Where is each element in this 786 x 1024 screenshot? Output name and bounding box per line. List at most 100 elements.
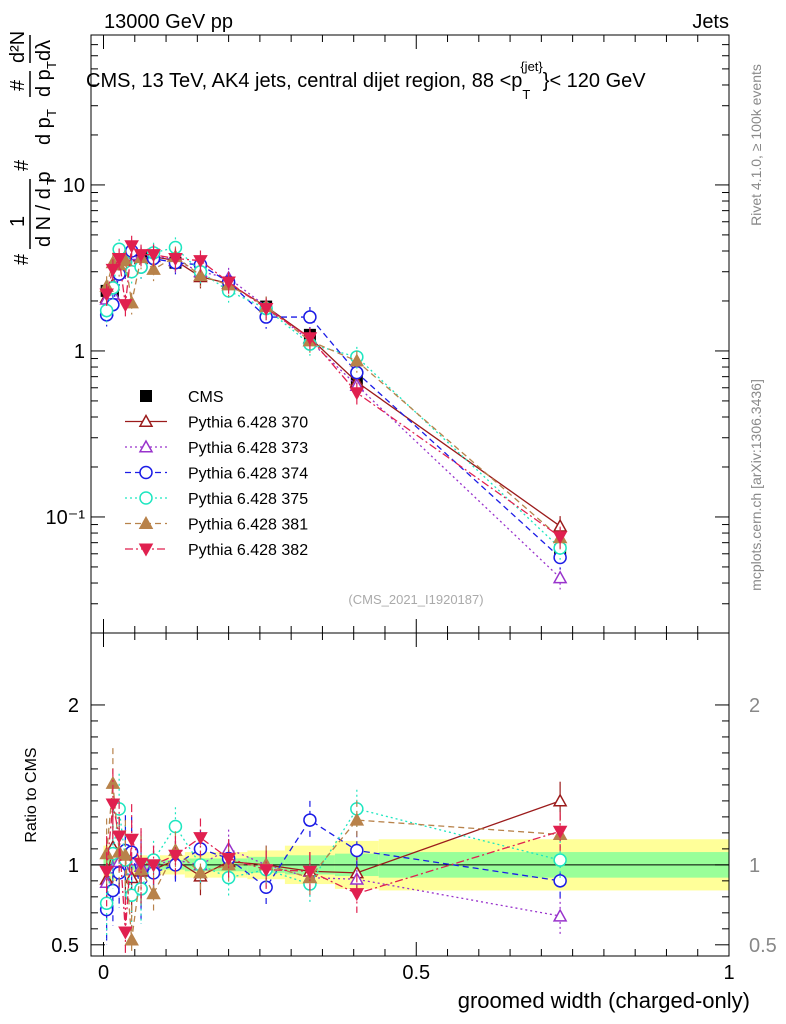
main-ylabel: # 1 d N / d p T # d p T # d p T d²N dλ <box>7 31 59 265</box>
xtick-label: 0.5 <box>402 962 430 984</box>
point-p382 <box>258 303 274 317</box>
main-series-group <box>99 235 568 590</box>
ratio-ytick-label-right: 1 <box>749 855 760 877</box>
ratio-point-p382 <box>118 926 133 940</box>
ratio-point-p382 <box>302 865 318 879</box>
point-p382 <box>168 253 183 267</box>
ratio-ytick-label-right: 2 <box>749 695 760 717</box>
ratio-point-p382 <box>105 798 121 812</box>
ratio-point-p370 <box>552 793 568 807</box>
ylabel-hash-1: # <box>11 253 33 265</box>
ratio-point-p382 <box>133 857 149 871</box>
ratio-point-p381 <box>193 865 208 879</box>
series-line-p373 <box>106 253 561 579</box>
series-line-p375 <box>106 246 561 549</box>
ratio-point-p374 <box>350 843 364 858</box>
ratio-point-p382 <box>193 832 208 846</box>
xlabel: groomed width (charged-only) <box>458 988 750 1013</box>
xtick-label: 0 <box>98 962 109 984</box>
ratio-plot-panel: 0 0.5 1 0.5 0.5 1 1 2 2 <box>51 632 777 984</box>
ylabel-T-1: T <box>44 177 59 185</box>
main-axes: 10⁻¹ 1 10 <box>46 34 730 634</box>
point-p382 <box>133 249 149 263</box>
legend-label-cms: CMS <box>188 389 224 406</box>
ratio-point-p382 <box>349 888 365 902</box>
point-p381 <box>349 353 365 367</box>
ylabel-d2N: d²N <box>7 31 29 63</box>
ratio-point-p381 <box>118 847 133 861</box>
point-p381 <box>146 261 161 275</box>
point-p382 <box>302 332 318 346</box>
xtick-label: 1 <box>723 962 734 984</box>
ratio-point-p381 <box>124 932 139 946</box>
ratio-uncertainty-bands <box>91 839 729 891</box>
ratio-series-group <box>99 748 568 955</box>
point-p374 <box>303 310 317 324</box>
ylabel-dpT: d p <box>33 117 55 145</box>
ratio-point-p382 <box>99 865 114 879</box>
series-line-p382 <box>106 244 561 538</box>
ratio-axes: 0 0.5 1 0.5 0.5 1 1 2 2 <box>51 633 777 984</box>
ratio-line-p375 <box>105 808 561 904</box>
ratio-point-p374 <box>106 883 120 898</box>
legend-label-p374: Pythia 6.428 374 <box>188 466 308 483</box>
ratio-point-p382 <box>168 849 183 863</box>
point-p382 <box>146 249 161 263</box>
ratio-line-p382 <box>105 803 561 933</box>
plot-title: CMS, 13 TeV, AK4 jets, central dijet reg… <box>86 59 646 102</box>
legend: CMS Pythia 6.428 370 Pythia 6.428 373 Pythi… <box>125 389 308 559</box>
legend-label-p370: Pythia 6.428 370 <box>188 415 308 432</box>
main-ytick-label: 1 <box>74 341 85 363</box>
ratio-point-p382 <box>221 852 236 867</box>
main-ytick-label: 10 <box>63 175 85 197</box>
header-right: Jets <box>692 11 729 33</box>
ratio-ylabel: Ratio to CMS <box>23 747 40 842</box>
legend-marker-p373 <box>138 439 154 453</box>
point-p382 <box>105 263 121 277</box>
legend-label-p375: Pythia 6.428 375 <box>188 491 308 508</box>
point-p381 <box>193 267 208 281</box>
legend-marker-p374 <box>139 465 153 480</box>
ratio-point-p382 <box>124 833 139 847</box>
ylabel-dN: d N / d p <box>33 171 55 247</box>
legend-marker-p382 <box>138 543 154 557</box>
ylabel-T-3: T <box>44 61 59 69</box>
point-p373 <box>552 570 568 584</box>
point-p382 <box>118 299 133 313</box>
series-line-p370 <box>106 255 561 527</box>
ratio-point-p382 <box>111 830 127 844</box>
ylabel-T-2: T <box>44 109 59 117</box>
ratio-ytick-label-right: 0.5 <box>749 935 777 957</box>
ratio-point-p382 <box>258 864 274 878</box>
ratio-point-p373 <box>552 908 568 922</box>
point-p382 <box>124 240 139 254</box>
ylabel-hash-3: # <box>7 79 29 91</box>
ratio-point-p381 <box>349 812 365 826</box>
point-p382 <box>111 253 127 267</box>
legend-marker-cms <box>140 390 152 402</box>
point-p382 <box>552 531 568 545</box>
ylabel-one: 1 <box>7 216 29 227</box>
point-p375 <box>99 303 114 318</box>
legend-marker-p375 <box>139 491 153 505</box>
legend-marker-p370 <box>138 413 154 428</box>
legend-label-p381: Pythia 6.428 381 <box>188 517 308 534</box>
ratio-point-p374 <box>553 874 567 888</box>
ratio-point-p382 <box>146 859 161 873</box>
main-plot-panel: 10⁻¹ 1 10 <box>46 34 730 634</box>
series-line-p374 <box>106 249 561 558</box>
ratio-point-p374 <box>303 813 317 827</box>
ratio-frame <box>90 632 730 957</box>
ratio-point-p375 <box>553 853 567 867</box>
ratio-point-p381 <box>146 886 161 900</box>
main-ytick-label: 10⁻¹ <box>46 507 86 529</box>
header-left: 13000 GeV pp <box>104 11 233 33</box>
legend-marker-p381 <box>138 515 154 530</box>
analysis-watermark: (CMS_2021_I1920187) <box>348 592 483 607</box>
ylabel-dlambda: dλ <box>33 40 55 61</box>
ylabel-hash-2: # <box>11 159 33 171</box>
ratio-point-p382 <box>552 825 568 839</box>
legend-label-p373: Pythia 6.428 373 <box>188 440 308 457</box>
legend-label-p382: Pythia 6.428 382 <box>188 542 308 559</box>
